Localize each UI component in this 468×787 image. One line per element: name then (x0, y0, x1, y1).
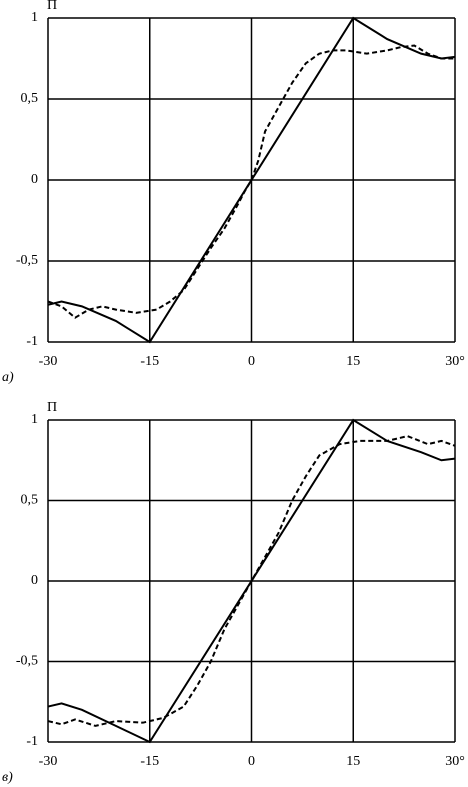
x-tick-label: 0 (248, 354, 255, 369)
y-axis-label: П (47, 400, 57, 415)
series-line (47, 44, 455, 319)
y-tick-label: -0,5 (16, 253, 38, 268)
x-tick-label: 0 (248, 754, 255, 769)
y-tick-label: -1 (26, 334, 38, 349)
series-line (47, 435, 456, 727)
x-tick-label: 15 (346, 754, 360, 769)
y-tick-label: -1 (26, 734, 38, 749)
y-tick-label: 0 (31, 573, 38, 588)
x-tick-label: -30 (39, 354, 58, 369)
x-tick-label: 30° (445, 754, 465, 769)
x-tick-label: -15 (140, 354, 159, 369)
x-tick-label: 30° (445, 354, 465, 369)
series-line (47, 16, 456, 344)
y-tick-label: -0,5 (16, 654, 38, 669)
y-tick-label: 0,5 (21, 493, 39, 508)
x-tick-label: -30 (39, 754, 58, 769)
panel-label: а) (2, 370, 14, 385)
y-axis-label: П (47, 0, 57, 13)
y-tick-label: 0 (31, 172, 38, 187)
x-tick-label: 15 (346, 354, 360, 369)
y-tick-label: 1 (31, 412, 38, 427)
panel-label: в) (2, 770, 13, 785)
x-tick-label: -15 (140, 754, 159, 769)
y-tick-label: 0,5 (21, 91, 39, 106)
y-tick-label: 1 (31, 10, 38, 25)
